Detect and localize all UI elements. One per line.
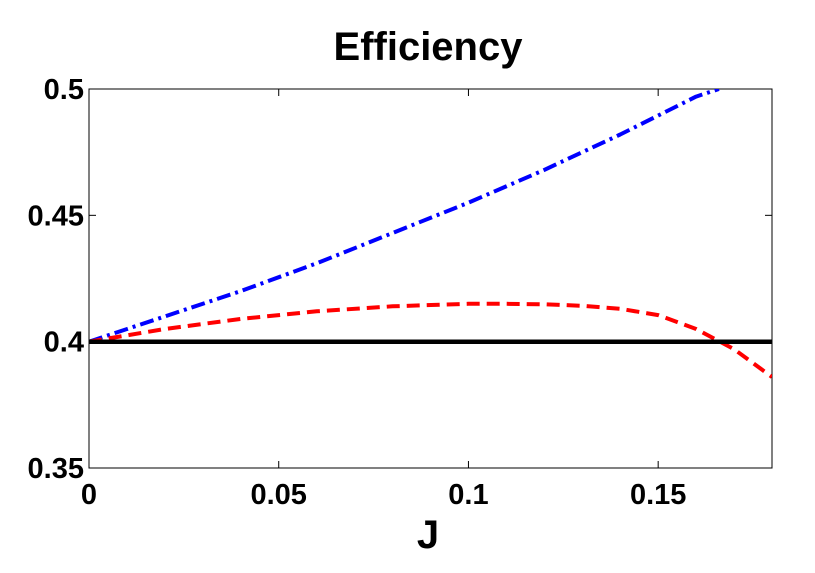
plot-area (88, 88, 773, 469)
y-tick-label: 0.45 (28, 200, 84, 232)
x-tick-label: 0 (81, 479, 97, 511)
tick-labels: 0 0.05 0.1 0.15 0.35 0.4 0.45 0.5 (28, 74, 687, 511)
series-line-dash-dot (89, 89, 720, 344)
series-line-dashed (89, 301, 772, 379)
series-layer (89, 89, 772, 379)
chart-title: Efficiency (334, 25, 524, 69)
x-tick-label: 0.1 (448, 479, 488, 511)
y-tick-label: 0.4 (44, 327, 84, 359)
x-tick-label: 0.15 (630, 479, 686, 511)
y-tick-label: 0.5 (44, 74, 84, 106)
x-axis-label: J (417, 513, 439, 557)
x-tick-label: 0.05 (250, 479, 306, 511)
y-tick-label: 0.35 (28, 453, 84, 485)
